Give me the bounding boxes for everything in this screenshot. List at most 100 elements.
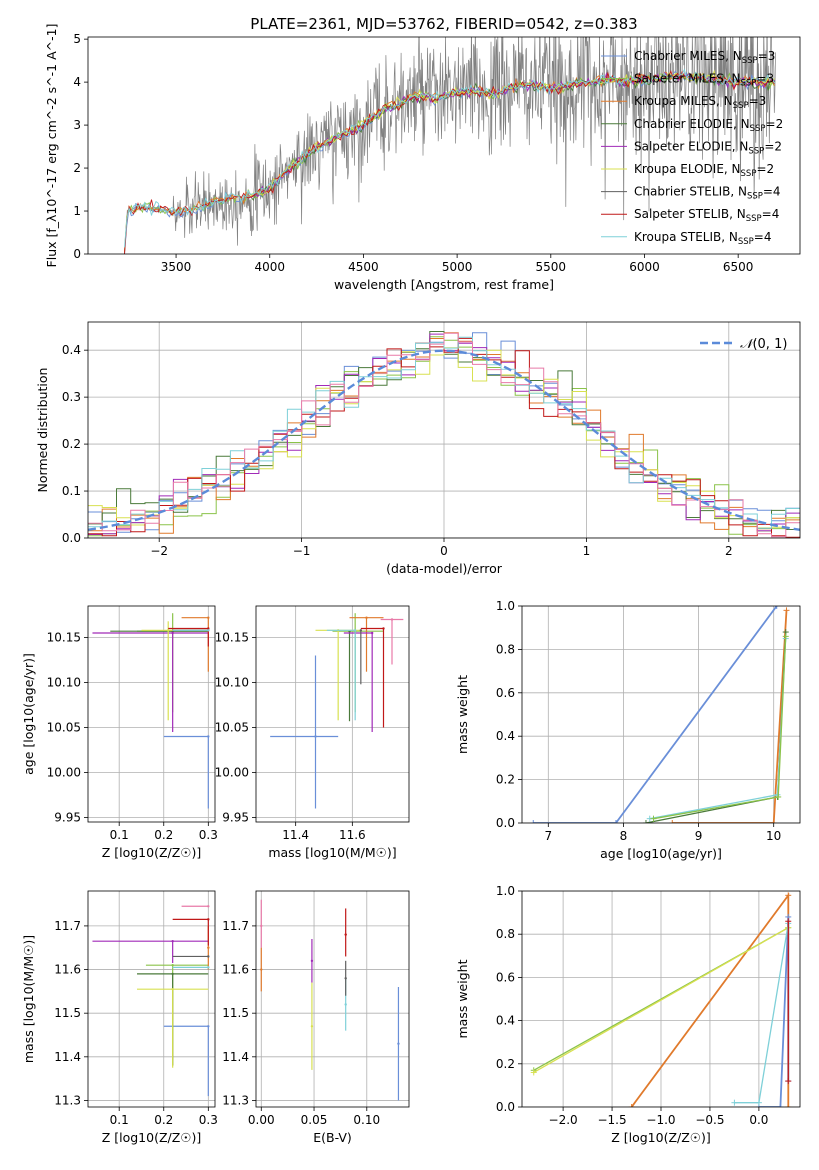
legend-label-main: Kroupa STELIB, N xyxy=(634,230,738,244)
legend-label: Salpeter MILES, NSSP=3 xyxy=(634,72,774,89)
x-tick-label: 0.00 xyxy=(248,1113,275,1127)
x-tick-label: 2 xyxy=(725,544,733,558)
y-tick-label: 0.4 xyxy=(496,729,515,743)
y-tick-label: 10.05 xyxy=(47,721,81,735)
histogram-step xyxy=(88,336,800,529)
plot-area xyxy=(88,322,800,538)
data-point xyxy=(390,618,394,621)
x-tick-label: 1 xyxy=(583,544,591,558)
data-point xyxy=(171,631,174,635)
x-tick-label: 0.05 xyxy=(301,1113,328,1127)
y-tick-label: 0.0 xyxy=(496,816,515,830)
x-tick-label: −2.0 xyxy=(549,1113,578,1127)
x-tick-label: 10 xyxy=(766,829,781,843)
legend-label-tail: =4 xyxy=(754,230,772,244)
legend-label-tail: =2 xyxy=(766,117,784,131)
y-tick-label: 0.6 xyxy=(496,686,515,700)
data-point xyxy=(207,905,210,908)
figure-title: PLATE=2361, MJD=53762, FIBERID=0542, z=0… xyxy=(250,15,637,33)
y-axis-label: mass weight xyxy=(455,959,470,1038)
series-line xyxy=(734,923,789,1104)
y-tick-label: 10.10 xyxy=(47,676,81,690)
y-tick-label: 9.95 xyxy=(54,811,81,825)
y-tick-label: 3 xyxy=(73,118,81,132)
legend-label-main: Chabrier MILES, N xyxy=(634,49,742,63)
legend-label-sub: SSP xyxy=(741,79,757,89)
x-axis-label: Z [log10(Z/Z☉)] xyxy=(611,1130,711,1145)
x-axis-label: E(B-V) xyxy=(313,1130,352,1145)
legend-label-main: Salpeter MILES, N xyxy=(634,72,741,86)
y-tick-label: 10.15 xyxy=(47,631,81,645)
data-point xyxy=(207,918,210,921)
spectrum-model-line xyxy=(124,68,775,248)
legend-label-tail: =4 xyxy=(763,185,781,199)
y-axis-label: Flux [f_λ10^-17 erg cm^-2 s^-1 A^-1] xyxy=(44,24,59,268)
y-tick-label: 11.7 xyxy=(222,919,249,933)
x-tick-label: 4000 xyxy=(254,260,285,274)
data-point xyxy=(207,966,210,969)
legend-label: 𝒩(0, 1) xyxy=(740,337,787,352)
y-tick-label: 0.1 xyxy=(62,484,81,498)
x-axis-label: Z [log10(Z/Z☉)] xyxy=(102,845,202,860)
legend-label-tail: =3 xyxy=(758,49,776,63)
y-tick-label: 0.4 xyxy=(496,1014,515,1028)
legend-label-sub: SSP xyxy=(733,101,749,111)
data-point xyxy=(167,629,170,632)
data-point xyxy=(344,1003,347,1006)
legend-label: Chabrier STELIB, NSSP=4 xyxy=(634,185,781,202)
x-tick-label: 6500 xyxy=(723,260,754,274)
legend-label-sub: SSP xyxy=(741,169,757,179)
legend-label-tail: =2 xyxy=(756,162,774,176)
x-tick-label: 0.1 xyxy=(110,1113,129,1127)
axes-frame xyxy=(87,321,801,539)
mass_vs_ebv-panel: 0.00 0.05 0.10 11.3 11.4 11.5 11.6 11.7 E(B-V) xyxy=(222,890,410,1145)
x-tick-label: 5000 xyxy=(442,260,473,274)
x-tick-label: 0.0 xyxy=(749,1113,768,1127)
legend-label-tail: =3 xyxy=(749,94,767,108)
data-point xyxy=(359,629,363,632)
data-point xyxy=(207,955,210,958)
data-point xyxy=(207,616,210,619)
y-tick-label: 2 xyxy=(73,161,81,175)
plot-area xyxy=(522,891,800,1107)
axes-frame xyxy=(521,890,801,1108)
data-point xyxy=(171,939,174,943)
data-point xyxy=(171,972,174,976)
legend-label-main: Salpeter STELIB, N xyxy=(634,207,746,221)
x-axis-label: age [log10(age/yr)] xyxy=(600,846,722,861)
series-line xyxy=(649,638,787,820)
axes-frame xyxy=(521,605,801,824)
data-point xyxy=(207,735,210,738)
data-point xyxy=(353,629,357,632)
legend-label-main: Kroupa ELODIE, N xyxy=(634,162,741,176)
y-tick-label: 0 xyxy=(73,247,81,261)
y-tick-label: 0.8 xyxy=(496,642,515,656)
y-tick-label: 4 xyxy=(73,75,81,89)
x-axis-label: wavelength [Angstrom, rest frame] xyxy=(334,277,554,292)
x-tick-label: 0.3 xyxy=(199,1113,218,1127)
plot-area xyxy=(88,606,215,822)
y-tick-label: 0.2 xyxy=(496,773,515,787)
x-tick-label: −1 xyxy=(293,544,311,558)
legend-label-args: (0, 1) xyxy=(752,337,787,352)
histogram-step xyxy=(88,337,800,538)
spectrum-data-line xyxy=(124,37,776,253)
y-tick-label: 11.3 xyxy=(54,1093,81,1107)
y-tick-label: 10.10 xyxy=(215,676,249,690)
x-tick-label: −1.5 xyxy=(597,1113,626,1127)
x-tick-label: 3500 xyxy=(161,260,192,274)
legend-label-sub: SSP xyxy=(746,214,762,224)
x-tick-label: 7 xyxy=(544,829,552,843)
x-tick-label: 6000 xyxy=(629,260,660,274)
x-tick-label: 0.2 xyxy=(154,828,173,842)
data-point xyxy=(207,627,210,630)
series-line xyxy=(533,927,789,1073)
x-axis-label: Z [log10(Z/Z☉)] xyxy=(102,1130,202,1145)
data-point xyxy=(171,987,174,991)
data-point xyxy=(344,977,347,980)
data-point xyxy=(382,627,385,630)
axes-frame xyxy=(87,890,216,1108)
data-point xyxy=(207,629,210,632)
